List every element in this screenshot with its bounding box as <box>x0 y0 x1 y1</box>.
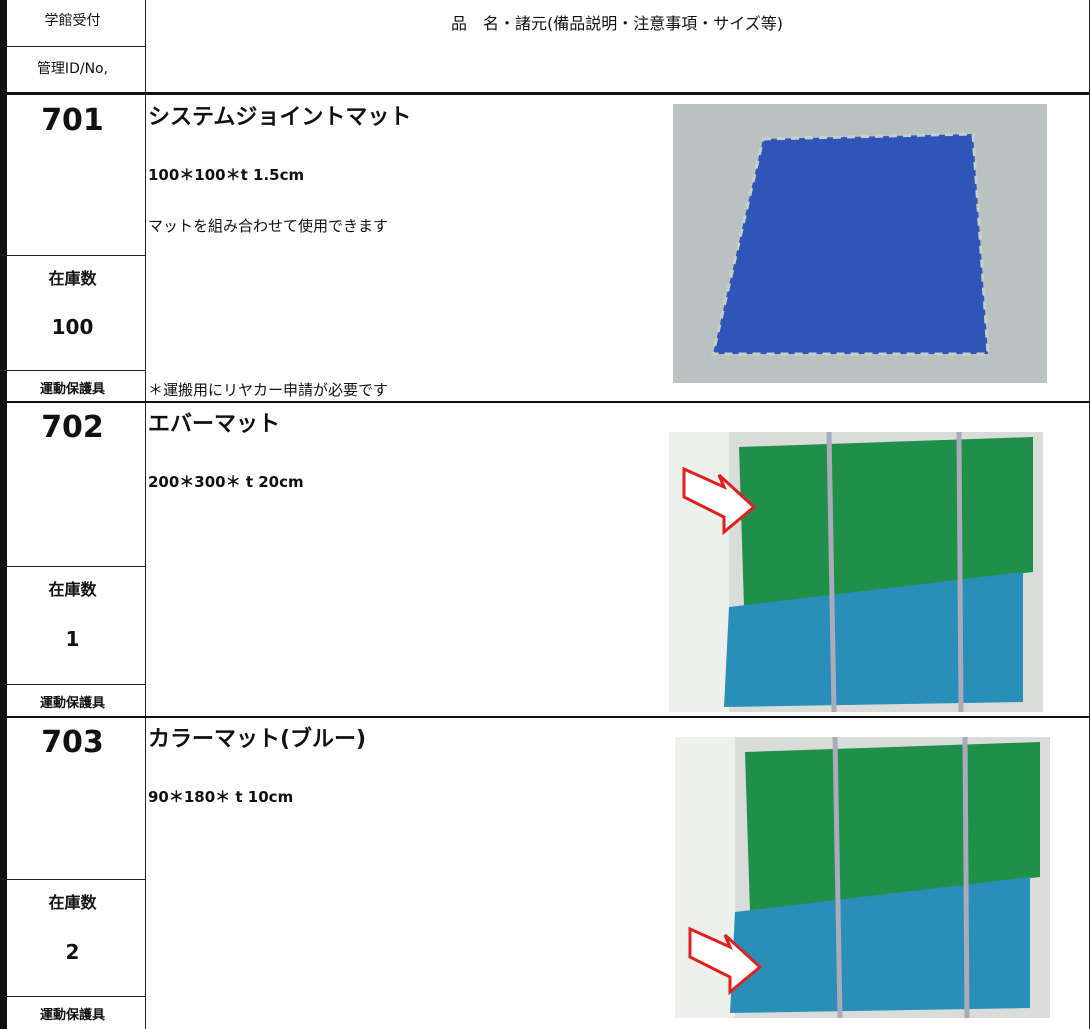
item-size: 100＊100＊t 1.5cm <box>148 166 305 184</box>
header-bottom <box>0 92 1090 95</box>
cell-divider <box>0 255 145 256</box>
left-border <box>0 0 7 1029</box>
cell-divider <box>0 370 145 371</box>
item-id: 703 <box>41 725 104 760</box>
item-description: マットを組み合わせて使用できます <box>148 217 389 235</box>
category: 運動保護具 <box>39 696 105 711</box>
header-title: 品 名・諸元(備品説明・注意事項・サイズ等) <box>450 14 783 33</box>
stock-count: 1 <box>65 627 80 651</box>
cell-divider <box>0 996 145 997</box>
row-divider <box>0 716 1090 718</box>
item-name: システムジョイントマット <box>148 105 412 130</box>
category: 運動保護具 <box>39 382 105 397</box>
header-divider <box>0 46 145 47</box>
column-divider <box>145 0 146 1029</box>
stock-label: 在庫数 <box>48 580 97 599</box>
cell-divider <box>0 566 145 567</box>
stock-label: 在庫数 <box>48 893 97 912</box>
row-divider <box>0 401 1090 403</box>
cell-divider <box>0 879 145 880</box>
item-photo <box>675 737 1050 1018</box>
stock-label: 在庫数 <box>48 269 97 288</box>
item-photo <box>669 432 1043 712</box>
item-id: 701 <box>41 103 104 138</box>
header-id-label: 管理ID/No, <box>36 61 109 77</box>
item-id: 702 <box>41 410 104 445</box>
category: 運動保護具 <box>39 1008 105 1023</box>
item-photo <box>673 104 1047 383</box>
cell-divider <box>0 684 145 685</box>
item-size: 90＊180＊ t 10cm <box>148 788 294 806</box>
header-reception: 学館受付 <box>44 13 101 29</box>
item-note: ＊運搬用にリヤカー申請が必要です <box>148 381 389 399</box>
item-name: カラーマット(ブルー) <box>148 727 367 752</box>
stock-count: 100 <box>51 315 94 339</box>
item-size: 200＊300＊ t 20cm <box>148 473 304 491</box>
item-name: エバーマット <box>148 412 281 437</box>
stock-count: 2 <box>65 940 80 964</box>
